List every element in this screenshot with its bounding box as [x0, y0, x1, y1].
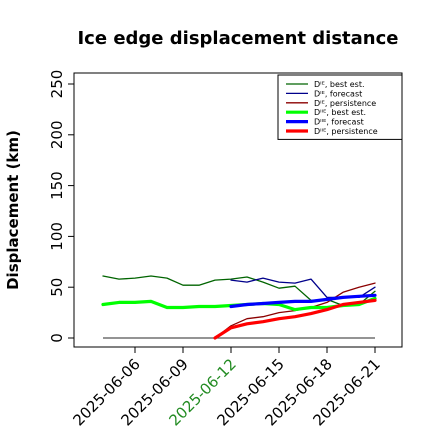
- y-tick-label: 200: [48, 120, 66, 149]
- series-line-2: [230, 277, 376, 299]
- series-lines: [101, 275, 377, 340]
- y-axis-label: Displacement (km): [4, 130, 22, 290]
- y-tick-label: 50: [48, 278, 66, 297]
- legend-label: Dᴵᴱ, best est.: [314, 80, 365, 89]
- y-tick-label: 250: [48, 70, 66, 99]
- y-tick-label: 100: [48, 222, 66, 251]
- legend-label: Dᴵᴱ, forecast: [314, 89, 362, 98]
- legend-label: Dᴵᴵᴱ, best est.: [314, 108, 366, 117]
- legend-box: [277, 74, 403, 140]
- series-line-5: [229, 293, 377, 309]
- legend-label: Dᴵᴵᴱ, persistence: [314, 127, 378, 136]
- series-line-6: [213, 298, 377, 340]
- y-tick-label: 0: [48, 333, 66, 343]
- y-tick-label: 150: [48, 171, 66, 200]
- chart-title: Ice edge displacement distance: [77, 28, 398, 49]
- legend-label: Dᴵᴵᴱ, forecast: [314, 118, 364, 127]
- x-axis: 2025-06-062025-06-092025-06-122025-06-15…: [69, 347, 384, 429]
- y-axis: 0 50 100 150 200 250: [48, 70, 74, 343]
- plot-frame: [73, 72, 403, 348]
- legend-label: Dᴵᴱ, persistence: [314, 99, 376, 108]
